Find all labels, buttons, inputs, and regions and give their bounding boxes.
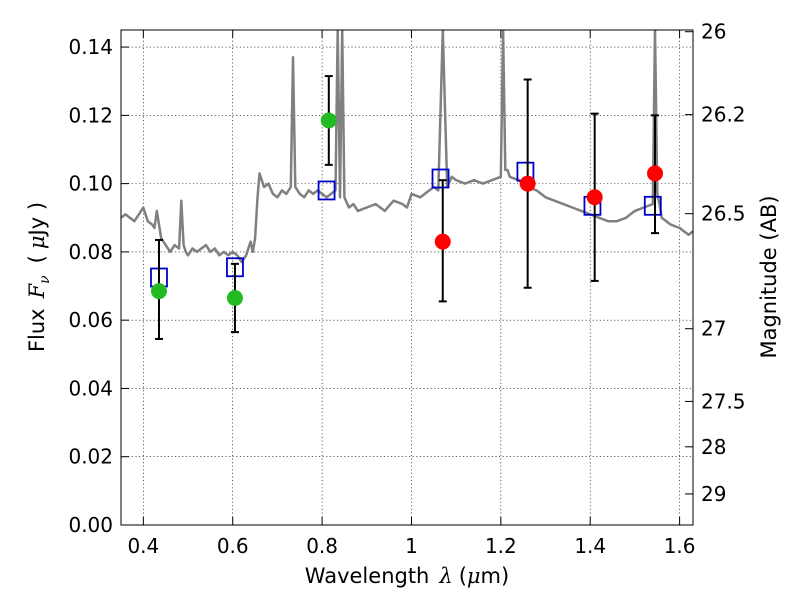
y-tick-label: 0.04 [68,376,113,400]
plot-background [121,30,693,525]
y-tick-label: 0.12 [68,103,113,127]
model-photometry-square [643,195,662,216]
y-tick-label: 0.10 [68,172,113,196]
y2-tick-label: 26.5 [701,202,746,226]
nir-data-point [647,165,664,182]
nir-data-point [434,233,451,250]
model-photometry-square [317,180,336,201]
x-tick-label: 1.6 [664,534,696,558]
y2-axis-title: Magnitude (AB) [757,195,781,358]
y-tick-label: 0.14 [68,35,113,59]
nir-data-point [519,175,536,192]
y-axis-title: FluxFν(μJy ) [25,202,53,352]
x-tick-label: 1.4 [574,534,606,558]
plot-frame [120,29,694,526]
data-layer [121,30,693,340]
nir-data-point [586,189,603,206]
y-tick-label: 0.02 [68,445,113,469]
y2-tick-label: 29 [701,482,726,506]
x-axis-title: Wavelength λ (μm) [305,564,509,588]
x-tick-label: 0.8 [306,534,338,558]
optical-data-point [320,112,337,129]
y-tick-label: 0.00 [68,513,113,537]
y2-tick-label: 26 [701,20,726,44]
y-tick-label: 0.08 [68,240,113,264]
optical-data-point [150,283,167,300]
y2-tick-label: 27.5 [701,389,746,413]
x-tick-label: 1.2 [485,534,517,558]
y2-tick-label: 26.2 [701,103,746,127]
axis-ticks: 0.4 0.6 0.8 1 1.2 1.4 1.6 0.00 0.02 0.04 0.06 0.08 0… [68,20,745,558]
y-tick-label: 0.06 [68,308,113,332]
model-photometry-square [431,168,450,189]
x-tick-label: 0.4 [127,534,159,558]
y2-tick-label: 28 [701,435,726,459]
x-tick-label: 1 [405,534,418,558]
y2-tick-label: 27 [701,317,726,341]
x-tick-label: 0.6 [217,534,249,558]
optical-data-point [226,289,243,306]
model-spectrum-line [121,30,693,264]
